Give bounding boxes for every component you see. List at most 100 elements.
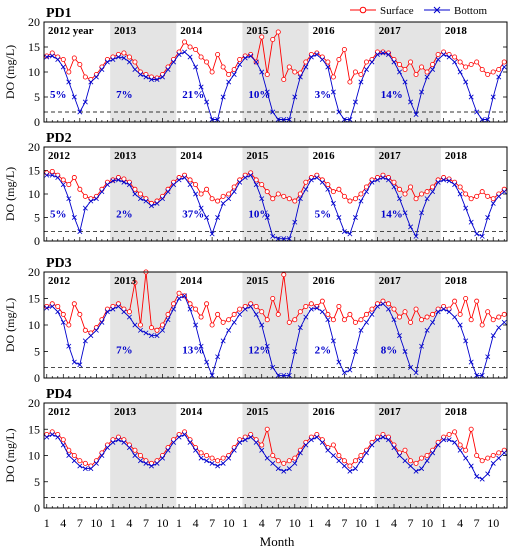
- surface-point: [347, 79, 353, 85]
- x-tick-label: 1: [176, 516, 182, 530]
- bottom-point: [110, 439, 116, 445]
- surface-point: [474, 193, 480, 199]
- surface-point: [253, 303, 259, 309]
- surface-point: [286, 319, 292, 325]
- bottom-point: [71, 359, 77, 365]
- bottom-point: [93, 460, 99, 466]
- bottom-point: [308, 437, 314, 443]
- year-label: 2014: [180, 275, 203, 287]
- bottom-point: [99, 319, 105, 325]
- bottom-point: [397, 69, 403, 75]
- bottom-point: [430, 67, 436, 72]
- surface-point: [259, 34, 265, 40]
- surface-point: [253, 177, 259, 183]
- year-label: 2013: [114, 25, 136, 37]
- surface-point: [55, 303, 61, 309]
- bottom-point: [209, 372, 215, 378]
- surface-point: [60, 311, 66, 317]
- x-tick-label: 1: [374, 516, 380, 530]
- y-axis-label: DO (mg/L): [3, 167, 17, 221]
- surface-point: [341, 317, 347, 323]
- bottom-point: [363, 450, 369, 456]
- bottom-point: [215, 117, 221, 122]
- year-shade: [110, 403, 177, 508]
- bottom-point: [286, 117, 292, 122]
- surface-point: [402, 447, 408, 453]
- bottom-point: [397, 333, 403, 339]
- surface-point: [193, 182, 199, 188]
- bottom-point: [408, 224, 414, 230]
- surface-point: [132, 186, 138, 192]
- panel-title: PD4: [46, 387, 72, 402]
- bottom-point: [490, 94, 496, 100]
- surface-point: [468, 426, 474, 432]
- surface-point: [457, 184, 463, 190]
- bottom-point: [402, 210, 408, 216]
- year-label: 2015: [246, 275, 269, 287]
- bottom-point: [66, 79, 72, 85]
- bottom-point: [253, 59, 259, 65]
- bottom-point: [55, 175, 61, 181]
- year-shade: [242, 272, 309, 378]
- bottom-point: [286, 466, 292, 472]
- surface-point: [380, 172, 386, 178]
- bottom-point: [215, 463, 221, 469]
- surface-point: [341, 193, 347, 199]
- surface-point: [496, 67, 502, 73]
- year-shade: [242, 403, 309, 508]
- surface-point: [363, 311, 369, 317]
- year-shade: [110, 272, 177, 378]
- bottom-point: [474, 372, 480, 378]
- surface-point: [435, 52, 441, 58]
- surface-point: [336, 57, 342, 63]
- bottom-point: [215, 215, 221, 220]
- surface-point: [391, 179, 397, 185]
- y-tick-label: 15: [28, 40, 40, 54]
- surface-point: [485, 455, 491, 461]
- surface-point: [408, 458, 414, 464]
- bottom-point: [452, 59, 458, 65]
- bottom-point: [419, 89, 425, 95]
- bottom-point: [391, 445, 397, 451]
- surface-point: [198, 54, 204, 60]
- panel-frame: [43, 271, 508, 379]
- surface-point: [126, 309, 132, 315]
- bottom-point: [270, 460, 276, 466]
- bottom-point: [419, 210, 425, 216]
- bottom-point: [154, 200, 160, 206]
- bottom-point: [347, 117, 353, 122]
- legend: Surface Bottom: [350, 5, 487, 17]
- bottom-point: [259, 69, 265, 75]
- x-tick-label: 10: [487, 516, 499, 530]
- y-tick-label: 15: [28, 164, 40, 178]
- surface-point: [408, 59, 414, 65]
- percentage-annotation: 14%: [381, 209, 403, 221]
- percentage-annotation: 21%: [182, 89, 204, 101]
- bottom-point: [115, 177, 121, 183]
- bottom-point: [419, 466, 425, 472]
- bottom-point: [275, 117, 281, 122]
- bottom-point: [137, 327, 143, 333]
- y-tick-label: 5: [34, 475, 40, 489]
- x-tick-label: 1: [44, 516, 50, 530]
- bottom-point: [44, 305, 50, 311]
- bottom-point: [182, 49, 188, 55]
- bottom-point: [468, 219, 474, 225]
- bottom-point: [270, 364, 276, 370]
- surface-point: [176, 290, 182, 296]
- bottom-point: [126, 59, 132, 65]
- surface-point: [303, 303, 309, 309]
- surface-point: [264, 189, 270, 195]
- bottom-point: [220, 94, 226, 100]
- bottom-point: [137, 458, 143, 464]
- percentage-annotation: 10%: [248, 209, 270, 221]
- panel-pd3: 0 5 10 15 20 DO (mg/L) PD3 2012 2013 2014 2015 2016…: [3, 256, 508, 385]
- bottom-point: [176, 52, 182, 57]
- bottom-point: [242, 306, 248, 312]
- surface-point: [468, 62, 474, 68]
- surface-point: [292, 69, 298, 75]
- bottom-point: [408, 364, 414, 370]
- y-tick-label: 10: [28, 65, 40, 79]
- bottom-point: [93, 196, 99, 202]
- bottom-point: [452, 182, 458, 188]
